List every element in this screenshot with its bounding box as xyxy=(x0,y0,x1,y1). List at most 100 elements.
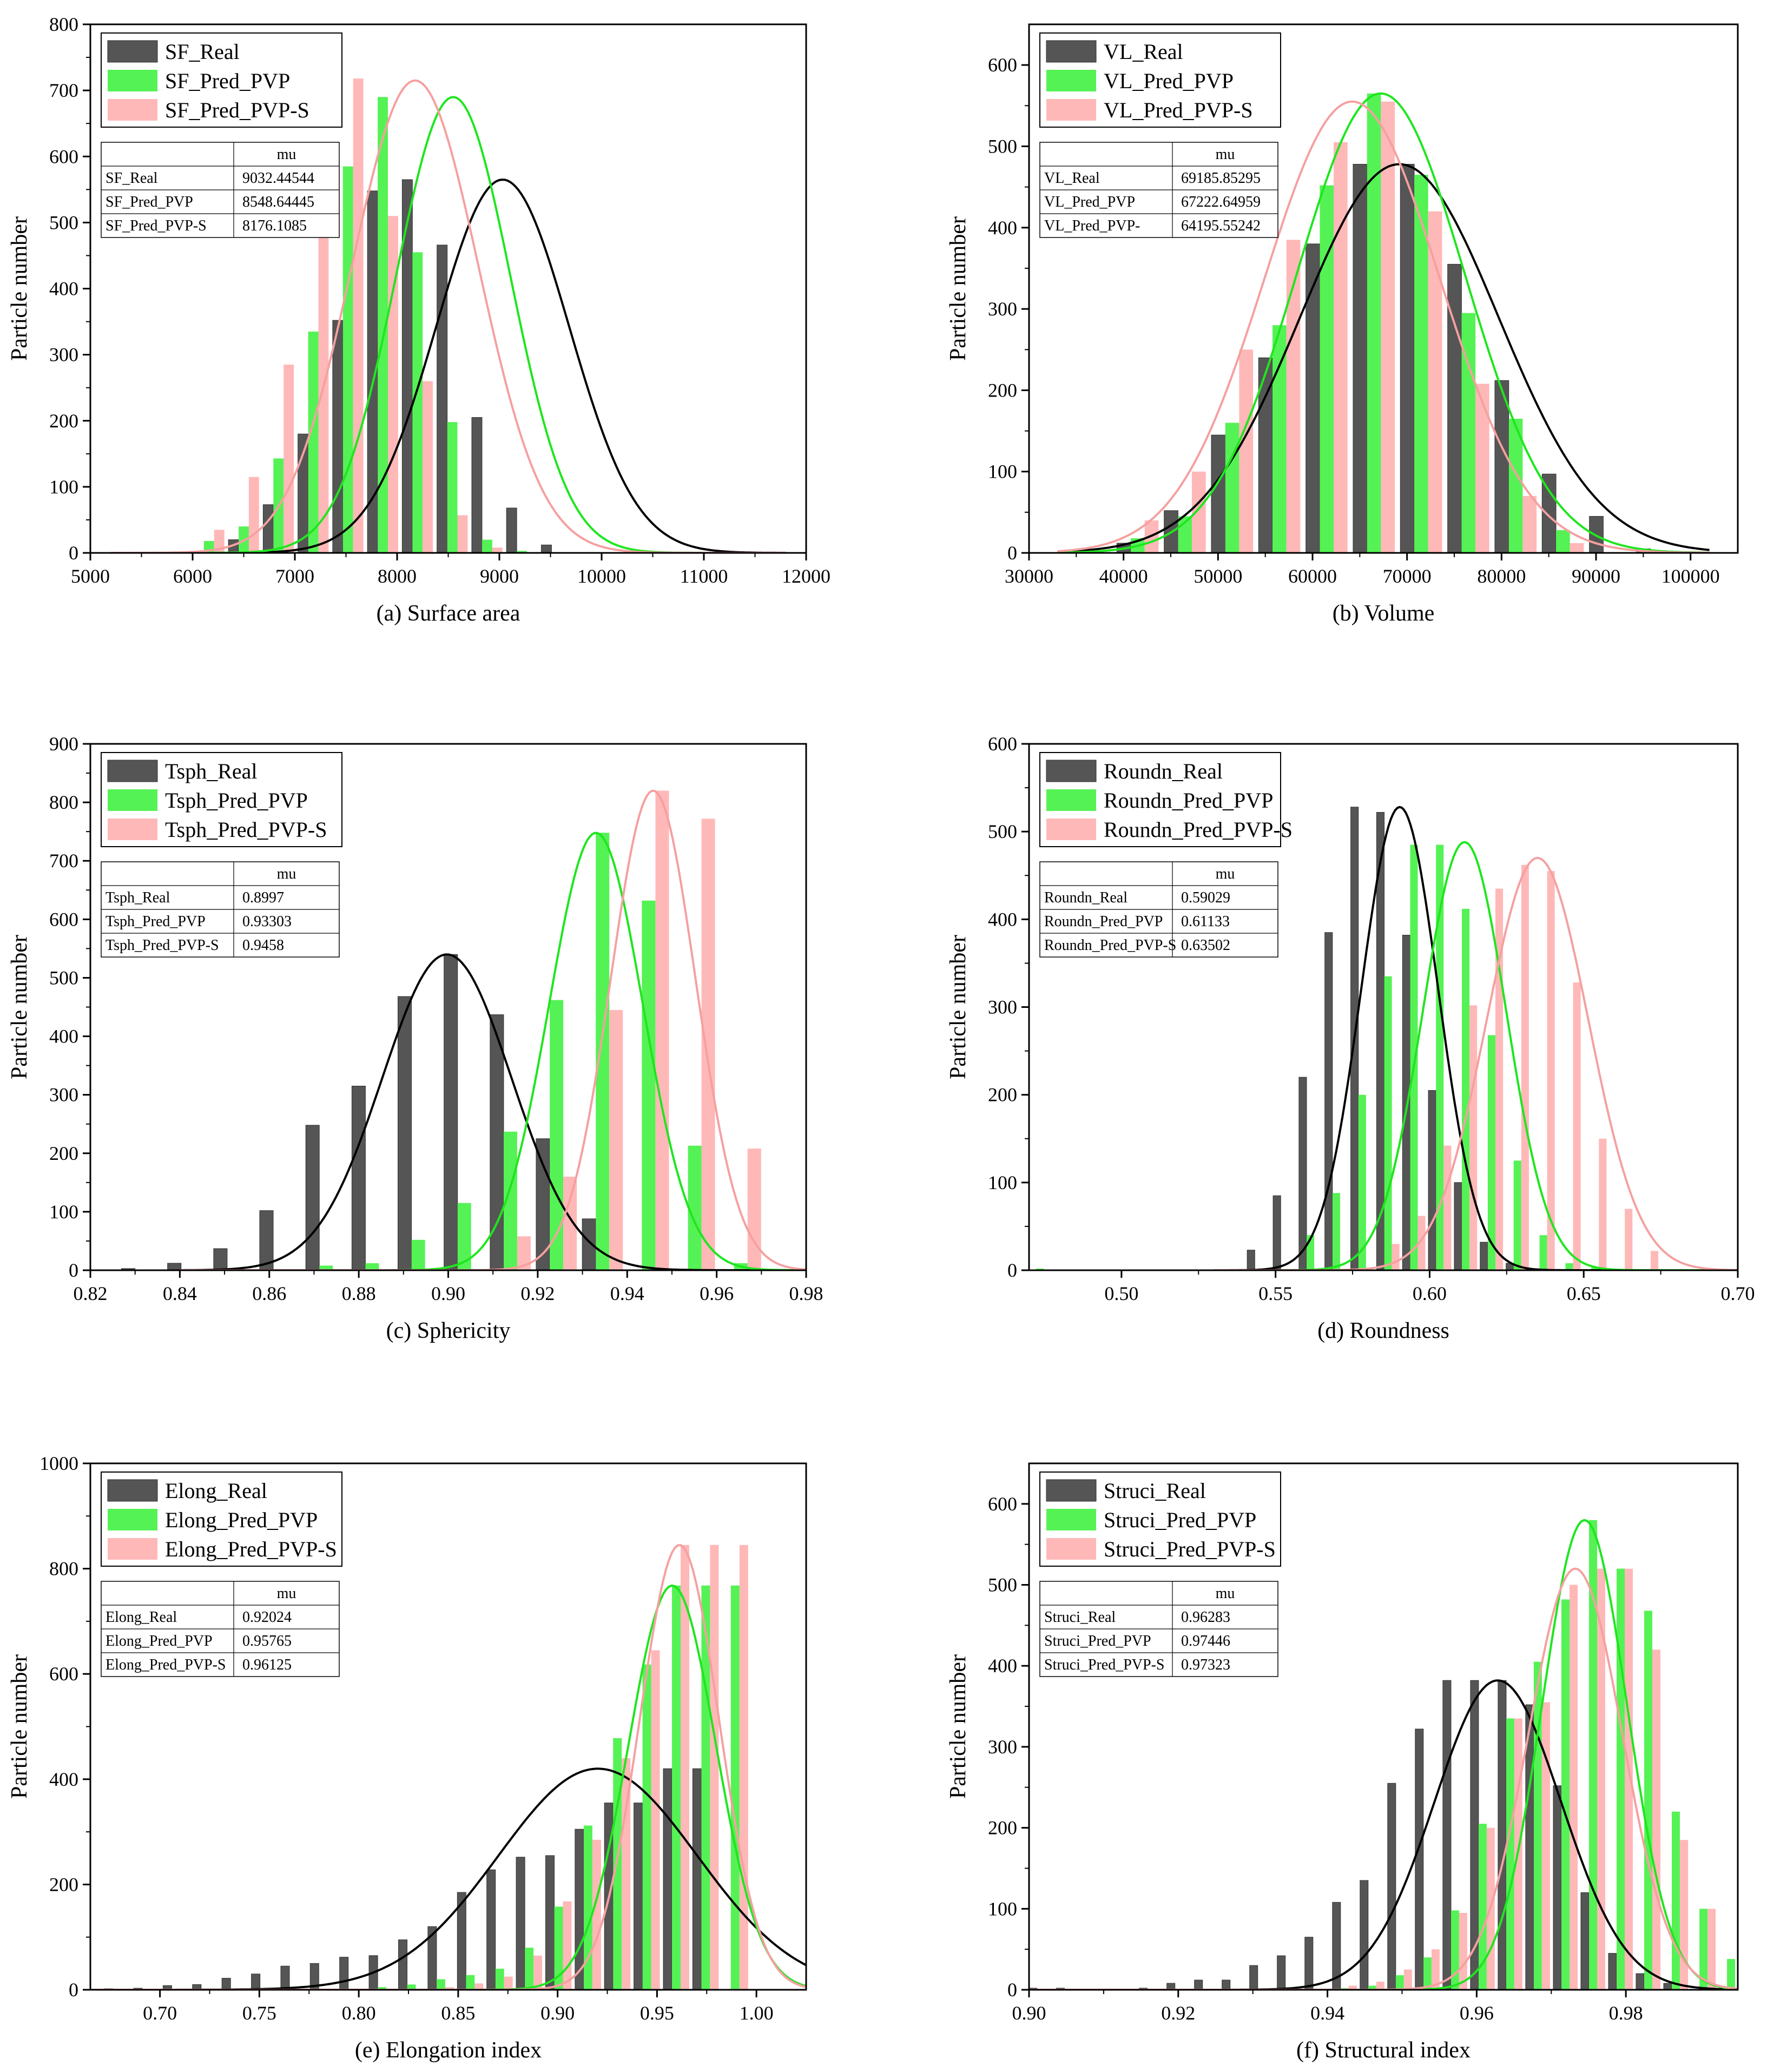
caption-a: (a) Surface area xyxy=(377,601,520,626)
stats-row-name-f: Struci_Pred_PVP-S xyxy=(1044,1657,1164,1673)
bar-Tsph_Pred_PVP-S-4 xyxy=(701,819,715,1270)
legend-swatch-a-2 xyxy=(108,99,157,121)
bar-Elong_Pred_PVP-11 xyxy=(701,1585,710,1990)
bar-VL_Real-4 xyxy=(1306,243,1320,553)
bar-Elong_Pred_PVP-S-0 xyxy=(445,1987,454,1990)
y-tick-label-f: 100 xyxy=(988,1898,1017,1919)
bar-Struci_Pred_PVP-4 xyxy=(1450,1910,1459,1990)
bar-Struci_Real-9 xyxy=(1332,1902,1341,1990)
stats-row-mu-f: 0.97323 xyxy=(1181,1657,1230,1673)
x-tick-label-c: 0.92 xyxy=(520,1283,555,1304)
stats-row-name-d: Roundn_Pred_PVP xyxy=(1044,913,1163,930)
stats-row-name-e: Elong_Pred_PVP xyxy=(106,1633,213,1649)
bars-c xyxy=(121,790,761,1270)
stats-row-mu-a: 8548.64445 xyxy=(242,194,314,210)
fit-curve-Struci_Pred_PVP xyxy=(1029,1519,1738,1990)
x-tick-label-f: 0.94 xyxy=(1310,2002,1344,2024)
legend-label-c-0: Tsph_Real xyxy=(165,759,258,783)
bar-Roundn_Pred_PVP-3 xyxy=(1358,1094,1366,1270)
stats-table-header-c: mu xyxy=(277,866,296,882)
bar-VL_Real-6 xyxy=(1400,164,1415,553)
bar-Elong_Pred_PVP-S-2 xyxy=(504,1976,513,1990)
legend-label-a-0: SF_Real xyxy=(165,39,240,64)
y-tick-label-a: 400 xyxy=(49,278,78,300)
legend-swatch-f-2 xyxy=(1046,1538,1096,1560)
legend-label-b-0: VL_Real xyxy=(1104,39,1183,64)
bar-Elong_Pred_PVP-3 xyxy=(466,1975,475,1990)
stats-row-name-d: Roundn_Pred_PVP-S xyxy=(1044,937,1176,954)
x-tick-label-c: 0.84 xyxy=(163,1283,197,1304)
bar-Elong_Pred_PVP-S-10 xyxy=(739,1545,748,1990)
stats-row-mu-d: 0.59029 xyxy=(1181,889,1230,906)
y-tick-label-e: 600 xyxy=(49,1663,78,1685)
fit-curve-VL_Real xyxy=(1057,163,1710,553)
bar-VL_Pred_PVP-9 xyxy=(1556,530,1570,553)
bar-Roundn_Pred_PVP-10 xyxy=(1539,1235,1547,1270)
bar-Elong_Real-20 xyxy=(692,1768,702,1990)
y-tick-label-b: 200 xyxy=(988,379,1017,401)
bar-Struci_Pred_PVP-10 xyxy=(1617,1568,1625,1990)
stats-row-name-f: Struci_Pred_PVP xyxy=(1044,1633,1151,1649)
bar-Elong_Real-3 xyxy=(192,1984,202,1990)
stats-row-mu-e: 0.96125 xyxy=(242,1657,292,1673)
y-tick-label-c: 800 xyxy=(49,791,78,813)
plot-frame-f xyxy=(1028,1462,1739,1991)
stats-row-name-f: Struci_Real xyxy=(1044,1609,1116,1626)
legend-swatch-a-1 xyxy=(108,70,157,91)
y-tick-label-c: 100 xyxy=(49,1201,78,1223)
bar-Struci_Pred_PVP-6 xyxy=(1506,1718,1514,1990)
y-tick-label-a: 500 xyxy=(49,212,78,233)
bars-d xyxy=(1036,807,1659,1270)
bar-Elong_Real-13 xyxy=(486,1869,496,1990)
bar-VL_Pred_PVP--6 xyxy=(1428,211,1442,553)
y-tick-label-c: 300 xyxy=(49,1084,78,1106)
y-tick-label-d: 0 xyxy=(1007,1259,1017,1281)
y-tick-label-d: 300 xyxy=(988,997,1017,1018)
bar-VL_Pred_PVP--2 xyxy=(1239,349,1254,553)
bar-Tsph_Real-7 xyxy=(444,954,458,1270)
x-tick-label-a: 5000 xyxy=(71,565,110,587)
bar-SF_Pred_PVP-S-2 xyxy=(283,364,294,553)
x-tick-label-e: 0.85 xyxy=(441,2002,475,2024)
bar-SF_Pred_PVP-S-6 xyxy=(423,381,433,553)
x-tick-label-b: 30000 xyxy=(1005,565,1053,587)
legend-swatch-b-2 xyxy=(1046,99,1096,121)
legend-label-d-2: Roundn_Pred_PVP-S xyxy=(1104,817,1293,842)
bar-Tsph_Pred_PVP-7 xyxy=(642,900,656,1270)
x-tick-label-a: 9000 xyxy=(480,565,519,587)
bar-Tsph_Real-2 xyxy=(213,1248,228,1270)
y-tick-label-e: 1000 xyxy=(39,1453,78,1474)
bars-b xyxy=(1116,93,1651,553)
legend-label-c-1: Tsph_Pred_PVP xyxy=(165,788,308,813)
stats-row-mu-b: 64195.55242 xyxy=(1181,217,1261,234)
bars-f xyxy=(1029,1520,1736,1990)
legend-swatch-c-2 xyxy=(108,819,157,840)
stats-row-mu-c: 0.9458 xyxy=(242,937,284,954)
bar-Tsph_Real-9 xyxy=(536,1138,550,1270)
bar-Struci_Pred_PVP-12 xyxy=(1672,1811,1680,1990)
stats-table-header-b: mu xyxy=(1216,146,1235,163)
bar-VL_Pred_PVP--5 xyxy=(1381,101,1395,553)
bar-Tsph_Real-8 xyxy=(490,1014,504,1270)
bar-SF_Pred_PVP-9 xyxy=(517,551,527,553)
bar-Roundn_Real-6 xyxy=(1402,935,1410,1270)
y-tick-label-c: 200 xyxy=(49,1143,78,1164)
x-tick-label-a: 6000 xyxy=(173,565,212,587)
bar-Elong_Pred_PVP-5 xyxy=(525,1948,534,1990)
bar-Struci_Pred_PVP-S-13 xyxy=(1707,1909,1716,1990)
y-axis-label-f: Particle number xyxy=(946,1654,971,1799)
fit-curve-Struci_Real xyxy=(1029,1679,1738,1990)
bar-Roundn_Pred_PVP-S-8 xyxy=(1599,1138,1607,1270)
legend-label-f-2: Struci_Pred_PVP-S xyxy=(1104,1537,1276,1561)
panel-e: 0.70 0.75 0.80 0.85 0.90 0.95 1.00 0 200 400 600 80… xyxy=(7,1453,807,2063)
bar-Elong_Pred_PVP-7 xyxy=(583,1825,592,1990)
stats-row-name-a: SF_Pred_PVP-S xyxy=(106,217,207,234)
y-tick-label-d: 400 xyxy=(988,908,1017,930)
y-tick-label-b: 500 xyxy=(988,135,1017,157)
legend-swatch-e-1 xyxy=(108,1509,157,1530)
bar-Tsph_Pred_PVP-S-5 xyxy=(747,1149,761,1270)
y-tick-label-a: 600 xyxy=(49,146,78,167)
bar-SF_Pred_PVP-6 xyxy=(412,252,423,553)
legend-swatch-a-0 xyxy=(107,40,158,63)
legend-label-a-2: SF_Pred_PVP-S xyxy=(165,98,309,122)
